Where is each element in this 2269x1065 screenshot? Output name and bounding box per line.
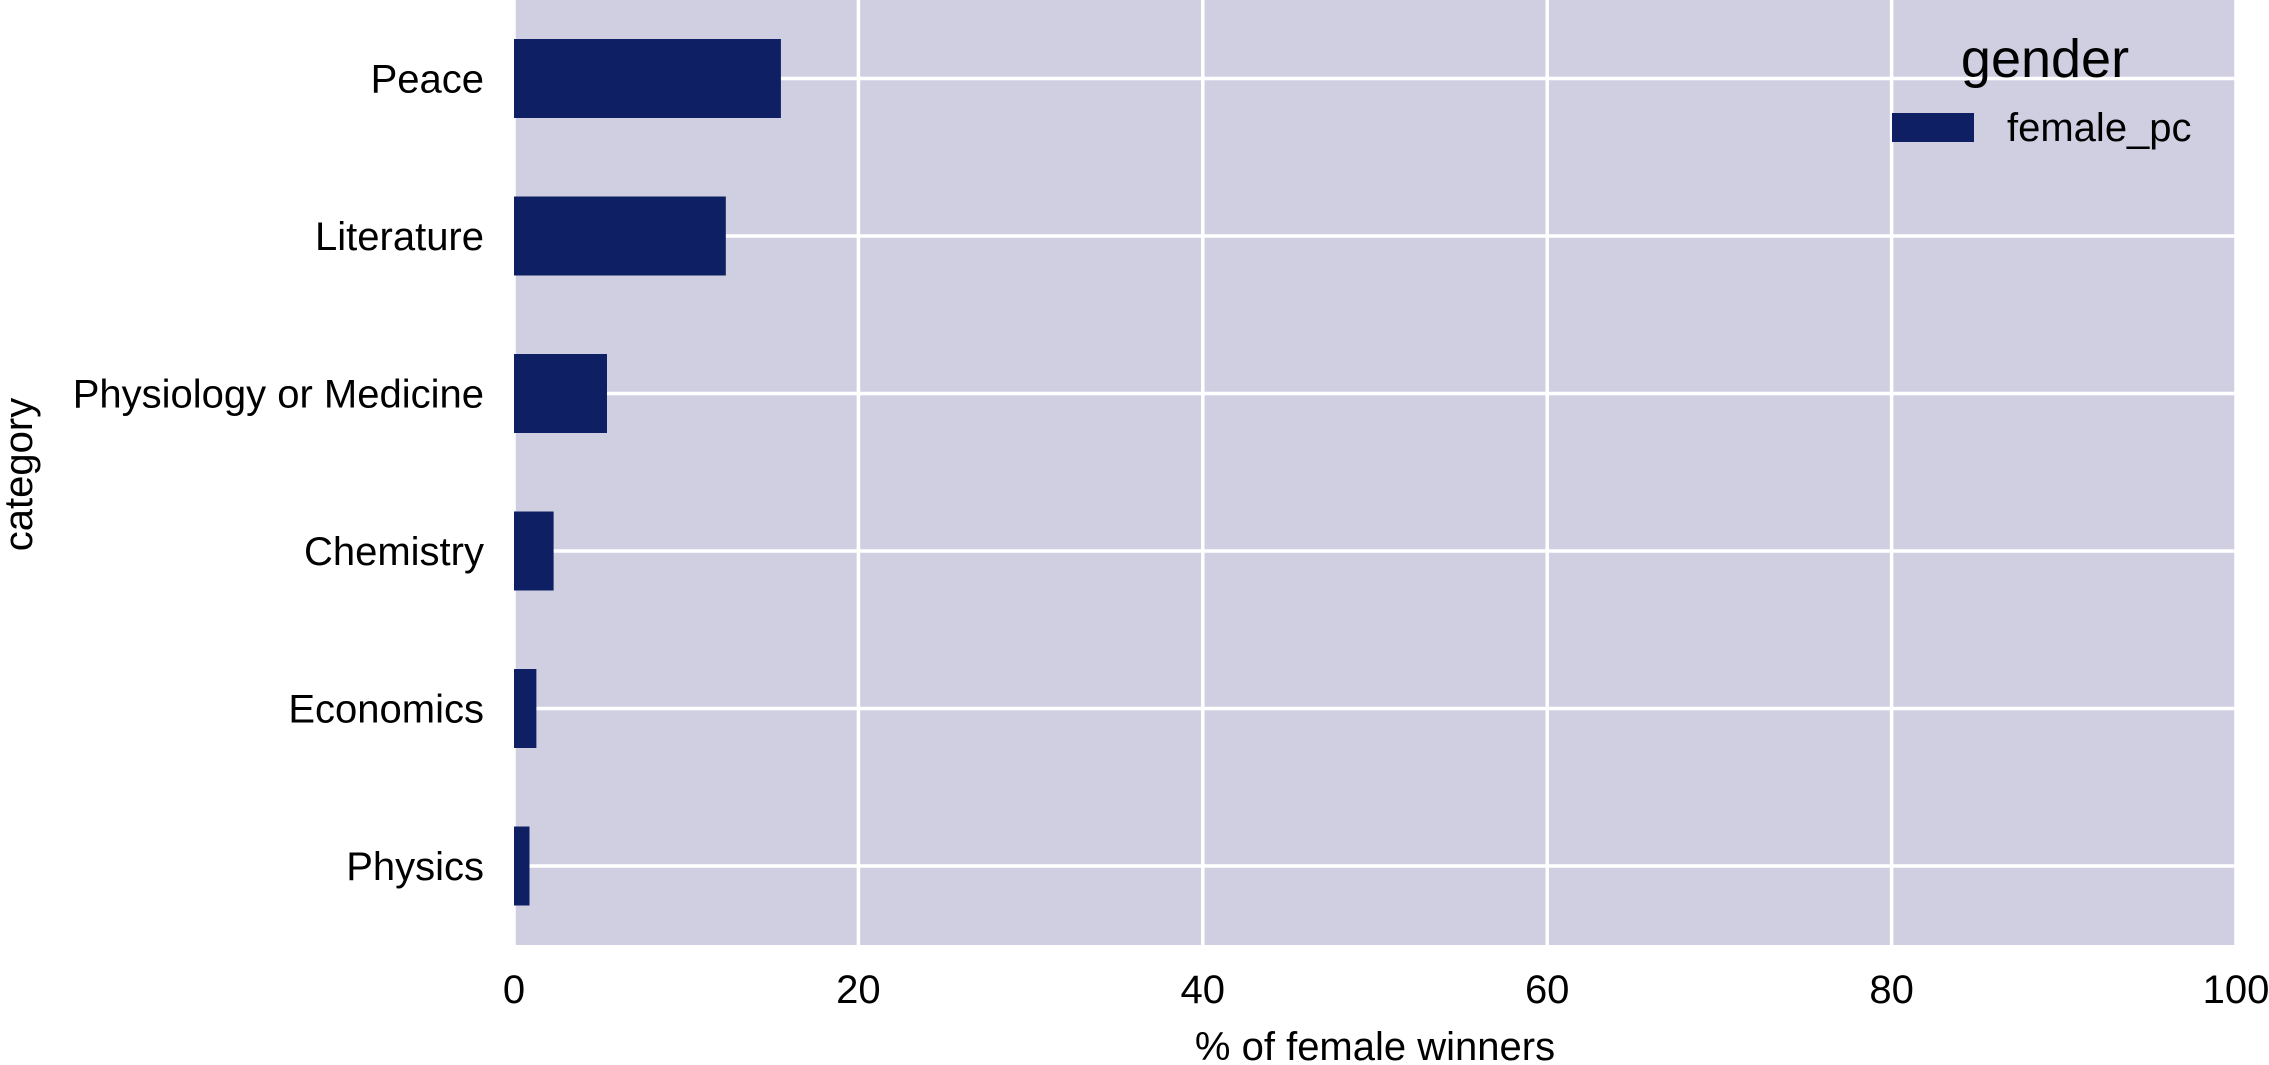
bar-chemistry — [514, 511, 554, 591]
x-tick-labels: 0 20 40 60 80 100 — [503, 968, 2269, 1012]
x-tick-label: 40 — [1181, 968, 1226, 1012]
legend-swatch — [1892, 113, 1974, 142]
grid — [512, 0, 2238, 945]
bar-literature — [514, 196, 726, 276]
bar-economics — [514, 669, 537, 748]
y-tick-label: Literature — [315, 215, 484, 259]
bars — [514, 39, 781, 906]
x-axis-label: % of female winners — [1195, 1025, 1555, 1065]
x-tick-label: 60 — [1525, 968, 1570, 1012]
x-tick-label: 20 — [836, 968, 881, 1012]
x-tick-label: 0 — [503, 968, 525, 1012]
y-tick-labels: Peace Literature Physiology or Medicine Che… — [73, 58, 484, 890]
plot-area — [514, 0, 2236, 945]
y-tick-label: Physiology or Medicine — [73, 373, 484, 417]
y-axis-label: category — [0, 398, 41, 551]
x-tick-label: 100 — [2203, 968, 2269, 1012]
legend-entry-label: female_pc — [2007, 106, 2192, 150]
bar-peace — [514, 39, 781, 118]
y-tick-label: Chemistry — [304, 530, 484, 574]
y-tick-label: Physics — [346, 845, 484, 889]
y-tick-label: Economics — [288, 688, 484, 732]
legend: gender female_pc — [1892, 29, 2192, 150]
bar-physics — [514, 826, 530, 906]
bar-physiology-or-medicine — [514, 354, 607, 433]
legend-title: gender — [1961, 29, 2129, 89]
y-tick-label: Peace — [371, 58, 484, 102]
x-tick-label: 80 — [1869, 968, 1914, 1012]
